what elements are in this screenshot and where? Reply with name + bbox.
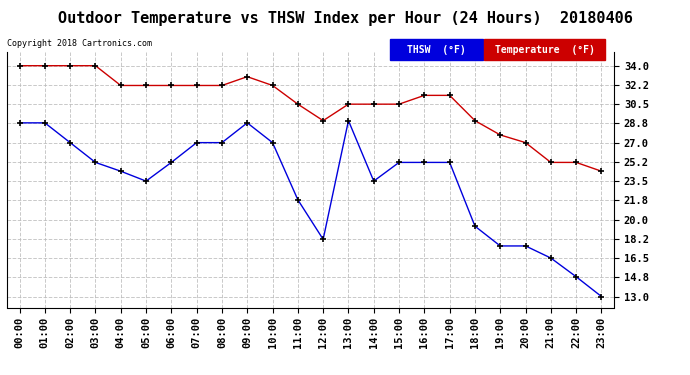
- Text: Outdoor Temperature vs THSW Index per Hour (24 Hours)  20180406: Outdoor Temperature vs THSW Index per Ho…: [57, 11, 633, 26]
- Text: Copyright 2018 Cartronics.com: Copyright 2018 Cartronics.com: [7, 39, 152, 48]
- Text: Temperature  (°F): Temperature (°F): [495, 45, 595, 55]
- Text: THSW  (°F): THSW (°F): [407, 45, 466, 55]
